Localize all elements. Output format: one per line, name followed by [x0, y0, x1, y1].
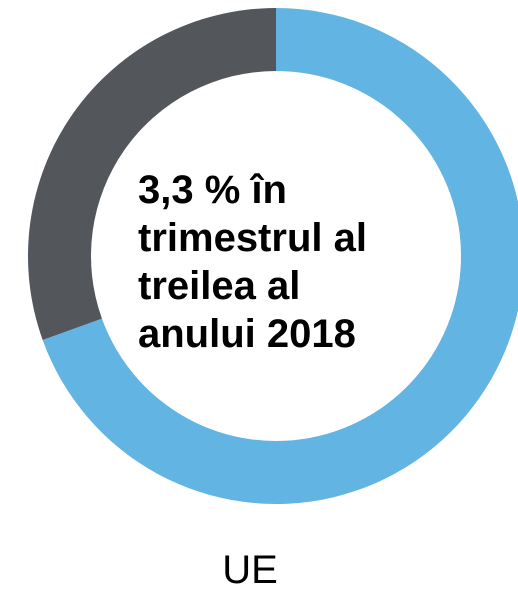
donut-slice-2	[27, 8, 277, 341]
chart-caption: UE	[222, 548, 278, 592]
center-label: 3,3 % în trimestrul al treilea al anului…	[138, 168, 367, 356]
